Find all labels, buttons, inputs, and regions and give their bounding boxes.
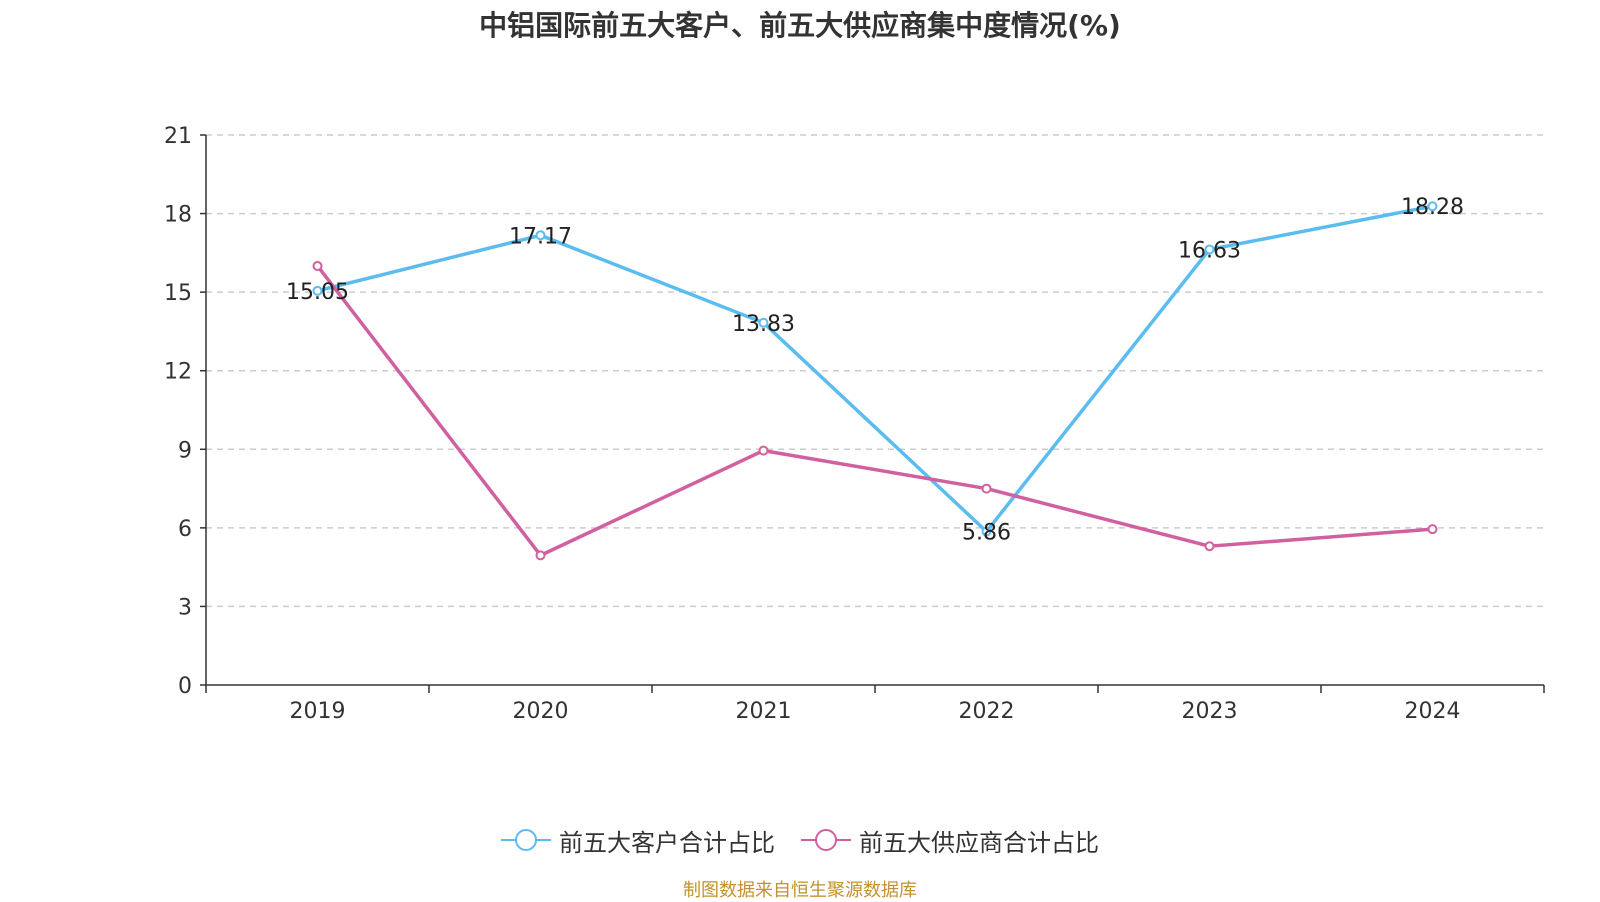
source-note: 制图数据来自恒生聚源数据库 [683,880,917,901]
data-point-1-5 [1427,524,1438,535]
data-point-1-4 [1204,541,1215,552]
legend-item-suppliers[interactable]: 前五大供应商合计占比 [801,823,1099,858]
y-tick-label: 15 [164,281,192,306]
y-tick-label: 3 [178,595,192,620]
data-label-0-0: 15.05 [286,280,349,305]
data-point-0-3 [981,526,992,537]
data-label-0-3: 5.86 [962,521,1011,546]
y-tick-label: 21 [164,124,192,149]
data-point-0-2 [758,317,769,328]
data-labels: 15.05 17.17 13.83 5.86 16.63 18.28 [286,195,1464,545]
x-tick-label: 2022 [959,699,1015,724]
data-point-1-0 [312,260,323,271]
legend-label-suppliers: 前五大供应商合计占比 [859,828,1099,857]
series [312,201,1438,561]
x-tick-label: 2021 [736,699,792,724]
data-point-0-1 [535,230,546,241]
data-point-1-2 [758,445,769,456]
legend-label-customers: 前五大客户合计占比 [559,828,775,857]
data-point-1-3 [981,483,992,494]
y-tick-label: 18 [164,203,192,228]
y-tick-label: 0 [178,674,192,699]
data-point-1-1 [535,550,546,561]
legend-item-customers[interactable]: 前五大客户合计占比 [501,823,775,858]
legend: 前五大客户合计占比 前五大供应商合计占比 [0,820,1600,860]
x-tick-label: 2020 [513,699,569,724]
x-tick-label: 2019 [290,699,346,724]
legend-swatch-suppliers-icon [801,829,851,851]
data-label-0-5: 18.28 [1401,195,1464,220]
x-tick-label: 2023 [1182,699,1238,724]
series-line-1 [316,264,1433,558]
axes: 0 3 6 9 12 15 18 21 2019 2020 2021 2022 2023 2024 [164,124,1545,724]
data-label-0-1: 17.17 [509,224,572,249]
x-tick-label: 2024 [1405,699,1461,724]
grid-lines [206,134,1544,608]
y-tick-label: 12 [164,360,192,385]
data-point-0-5 [1427,201,1438,212]
data-label-0-2: 13.83 [732,312,795,337]
data-point-0-0 [312,285,323,296]
legend-swatch-customers-icon [501,829,551,851]
y-tick-label: 6 [178,517,192,542]
series-line-0 [317,204,1433,534]
data-point-0-4 [1204,244,1215,255]
data-label-0-4: 16.63 [1178,238,1241,263]
y-tick-label: 9 [178,438,192,463]
chart-title: 中铝国际前五大客户、前五大供应商集中度情况(%) [479,9,1121,42]
